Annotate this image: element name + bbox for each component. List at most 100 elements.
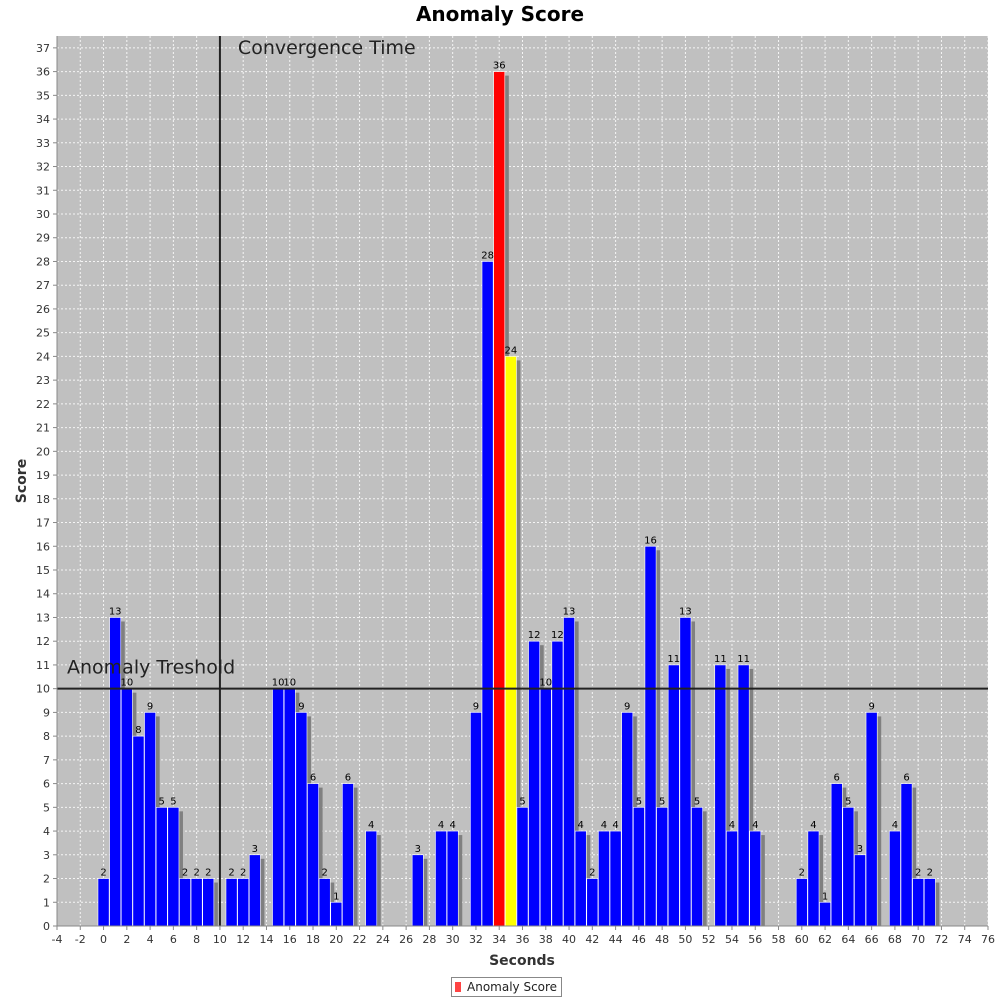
data-label: 5 [636, 796, 642, 807]
x-tick-label: 64 [841, 933, 855, 946]
data-label: 4 [601, 820, 607, 831]
data-label: 5 [845, 796, 851, 807]
x-tick-label: 48 [655, 933, 669, 946]
data-label: 2 [100, 868, 106, 879]
markers: Convergence Time Anomaly Treshold [57, 36, 988, 926]
bar [819, 901, 831, 927]
x-tick-label: 4 [147, 933, 154, 946]
data-label: 2 [799, 868, 805, 879]
bar [167, 807, 180, 927]
bar [179, 878, 191, 927]
bar [900, 783, 913, 927]
data-label: 5 [659, 796, 665, 807]
x-tick-label: 60 [795, 933, 809, 946]
x-tick-label: 8 [193, 933, 200, 946]
y-tick-label: 9 [43, 706, 50, 719]
data-label: 9 [473, 701, 479, 712]
x-tick-label: 26 [399, 933, 413, 946]
grid [56, 36, 989, 926]
data-label: 36 [493, 61, 506, 72]
y-tick-label: 1 [43, 896, 50, 909]
x-tick-label: 30 [446, 933, 460, 946]
x-tick-label: 18 [306, 933, 320, 946]
bar [155, 807, 168, 927]
y-tick-label: 7 [43, 754, 50, 767]
y-tick-label: 30 [36, 208, 50, 221]
x-tick-label: -2 [75, 933, 86, 946]
data-label: 10 [120, 678, 133, 689]
bar [621, 712, 634, 927]
data-label: 10 [272, 678, 285, 689]
bar [202, 878, 215, 927]
x-tick-label: 22 [353, 933, 367, 946]
data-label: 13 [109, 606, 122, 617]
data-label: 3 [415, 844, 421, 855]
bar [912, 878, 925, 927]
y-tick-label: 2 [43, 873, 50, 886]
data-label: 2 [205, 868, 211, 879]
y-tick-label: 34 [36, 113, 50, 126]
data-label: 4 [578, 820, 584, 831]
bar [504, 356, 517, 927]
y-tick-label: 31 [36, 184, 50, 197]
y-tick-label: 25 [36, 327, 50, 340]
bar [248, 854, 261, 927]
y-tick-label: 16 [36, 540, 50, 553]
data-label: 12 [528, 630, 541, 641]
data-label: 1 [822, 891, 828, 902]
x-tick-label: 20 [329, 933, 343, 946]
data-label: 12 [551, 630, 564, 641]
x-tick-label: 16 [283, 933, 297, 946]
data-label: 9 [298, 701, 304, 712]
data-label: 13 [563, 606, 576, 617]
bar [551, 640, 564, 927]
x-tick-label: 76 [981, 933, 995, 946]
y-tick-label: 11 [36, 659, 50, 672]
data-label: 4 [449, 820, 455, 831]
bar [598, 830, 610, 927]
bar [435, 830, 447, 927]
data-label: 2 [321, 868, 327, 879]
bar [830, 783, 843, 927]
bar [865, 712, 878, 927]
x-axis-title: Seconds [489, 953, 555, 969]
x-tick-label: 36 [516, 933, 530, 946]
bar [411, 854, 424, 927]
y-tick-label: 33 [36, 137, 50, 150]
x-tick-label: -4 [52, 933, 63, 946]
horizontal-marker-label: Anomaly Treshold [67, 657, 235, 679]
bar [330, 901, 343, 927]
y-tick-label: 22 [36, 398, 50, 411]
bar [190, 878, 203, 927]
x-tick-label: 72 [934, 933, 948, 946]
y-tick-label: 19 [36, 469, 50, 482]
x-tick-label: 10 [213, 933, 227, 946]
y-tick-label: 3 [43, 849, 50, 862]
y-axis-title: Score [14, 459, 30, 503]
bar [889, 830, 901, 927]
legend-label: Anomaly Score [467, 980, 558, 994]
y-tick-label: 27 [36, 279, 50, 292]
bar [807, 830, 820, 927]
bar [470, 712, 482, 927]
bar [667, 664, 680, 927]
data-label: 24 [504, 345, 517, 356]
data-label: 2 [927, 868, 933, 879]
chart-title: Anomaly Score [415, 2, 585, 26]
data-label: 9 [624, 701, 630, 712]
y-tick-label: 8 [43, 730, 50, 743]
data-label: 11 [714, 654, 727, 665]
y-tick-label: 21 [36, 422, 50, 435]
bar [842, 807, 855, 927]
bar [446, 830, 459, 927]
bar [481, 261, 494, 927]
bar [854, 854, 866, 927]
data-label: 2 [193, 868, 199, 879]
bar [283, 688, 296, 927]
data-label: 4 [368, 820, 374, 831]
x-tick-label: 2 [123, 933, 130, 946]
x-tick-label: 68 [888, 933, 902, 946]
data-label: 5 [170, 796, 176, 807]
x-tick-label: 40 [562, 933, 576, 946]
y-tick-label: 37 [36, 42, 50, 55]
